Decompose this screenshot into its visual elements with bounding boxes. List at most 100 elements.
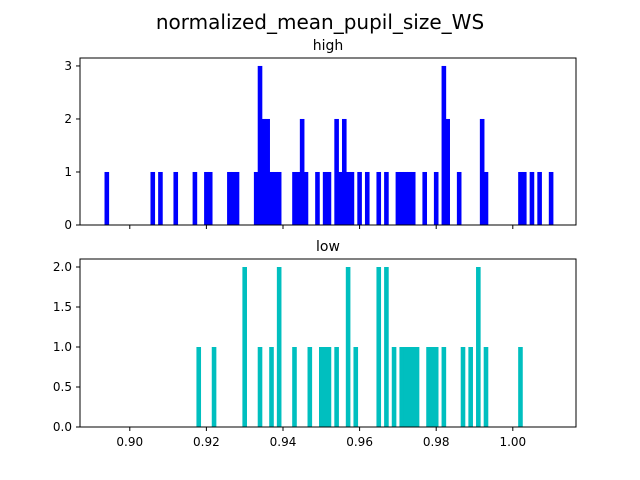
low-histogram-bar: [292, 347, 297, 427]
high-histogram-bar: [173, 171, 179, 225]
low-histogram-panel: low 0.90 0.92 0.94 0.96 0.98 1.00 0.0 0.5 1.0 1.5 2…: [53, 239, 577, 449]
low-y-tick-label: 1.5: [53, 300, 72, 314]
low-histogram-bar: [483, 347, 489, 427]
low-histogram-bar: [414, 347, 420, 427]
high-histogram-bar: [445, 118, 450, 225]
low-histogram-bar: [399, 347, 405, 427]
high-histogram-bar: [341, 118, 347, 225]
high-histogram-bar: [548, 171, 554, 225]
high-histogram-bar: [207, 171, 213, 225]
low-histogram-bar: [468, 347, 473, 427]
low-histogram-bar: [334, 347, 339, 427]
low-histogram-bar: [345, 267, 351, 427]
high-histogram-bar: [334, 118, 339, 225]
high-histogram-bar: [364, 171, 370, 225]
high-histogram-bar: [537, 171, 542, 225]
high-histogram-bar: [441, 65, 447, 225]
low-histogram-bar: [196, 347, 202, 427]
high-histogram-bar: [483, 171, 489, 225]
high-y-tick-label: 0: [64, 218, 72, 232]
high-histogram-bar: [269, 171, 274, 225]
high-histogram-bar: [303, 171, 309, 225]
low-histogram-bar: [410, 347, 416, 427]
high-histogram-bar: [518, 171, 523, 225]
high-histogram-bar: [410, 171, 416, 225]
low-histogram-bar: [326, 347, 332, 427]
high-y-tick-label: 1: [64, 165, 72, 179]
high-histogram-bar: [261, 118, 267, 225]
low-histogram-bar: [318, 347, 324, 427]
high-histogram-bar: [299, 118, 305, 225]
low-histogram-bar: [433, 347, 439, 427]
low-histogram-bar: [269, 347, 274, 427]
high-histogram-bar: [529, 171, 535, 225]
low-y-tick-label: 0.0: [53, 420, 72, 434]
high-histogram-bar: [292, 171, 297, 225]
high-histogram-bar: [338, 171, 343, 225]
low-histogram-bar: [353, 347, 359, 427]
low-histogram-bar: [518, 347, 523, 427]
high-histogram-bar: [276, 171, 282, 225]
low-histogram-bar: [441, 347, 447, 427]
high-histogram-bar: [456, 171, 462, 225]
low-x-tick-label: 0.92: [193, 435, 220, 449]
low-histogram-bar: [242, 267, 247, 427]
high-axes-frame: [79, 57, 577, 226]
high-histogram-bar: [227, 171, 232, 225]
low-x-tick-label: 0.90: [116, 435, 143, 449]
low-histogram-bar: [322, 347, 328, 427]
high-histogram-bar: [192, 171, 198, 225]
high-histogram-bar: [234, 171, 240, 225]
high-histogram-panel: high 0 1 2 3: [64, 38, 577, 232]
high-histogram-bar: [158, 171, 163, 225]
high-histogram-bar: [257, 65, 263, 225]
high-histogram-bar: [104, 171, 110, 225]
high-histogram-bar: [230, 171, 236, 225]
high-y-tick-label: 3: [64, 59, 72, 73]
high-panel-title: high: [313, 38, 344, 54]
low-histogram-bar: [460, 347, 466, 427]
low-histogram-bar: [476, 267, 481, 427]
low-y-tick-label: 2.0: [53, 260, 72, 274]
low-x-tick-label: 0.94: [270, 435, 297, 449]
low-x-tick-label: 0.96: [346, 435, 373, 449]
high-histogram-bar: [357, 171, 362, 225]
high-histogram-bar: [349, 171, 355, 225]
low-histogram-bar: [211, 347, 217, 427]
high-histogram-bar: [403, 171, 408, 225]
low-y-tick-label: 1.0: [53, 340, 72, 354]
high-y-tick-label: 2: [64, 112, 72, 126]
high-histogram-bar: [322, 171, 328, 225]
low-histogram-bar: [430, 347, 435, 427]
low-histogram-bar: [257, 347, 263, 427]
high-histogram-bar: [296, 171, 301, 225]
high-histogram-bar: [204, 171, 209, 225]
high-histogram-bar: [399, 171, 405, 225]
high-histogram-bar: [273, 171, 278, 225]
high-histogram-bar: [433, 171, 439, 225]
low-histogram-bar: [276, 267, 282, 427]
low-histogram-bar: [384, 267, 389, 427]
low-y-tick-label: 0.5: [53, 380, 72, 394]
high-histogram-bar: [521, 171, 527, 225]
high-histogram-bar: [384, 171, 389, 225]
high-histogram-bar: [150, 171, 156, 225]
low-histogram-bar: [376, 267, 382, 427]
low-histogram-bar: [407, 347, 412, 427]
low-panel-title: low: [316, 239, 340, 255]
low-histogram-bar: [403, 347, 408, 427]
high-histogram-bar: [376, 171, 382, 225]
low-histogram-bar: [307, 347, 313, 427]
high-histogram-bar: [422, 171, 428, 225]
figure-title: normalized_mean_pupil_size_WS: [156, 10, 484, 34]
high-histogram-bar: [326, 171, 332, 225]
high-histogram-bar: [345, 171, 351, 225]
high-histogram-bar: [265, 118, 270, 225]
high-histogram-bar: [315, 171, 320, 225]
low-x-tick-label: 1.00: [499, 435, 526, 449]
high-histogram-bar: [479, 118, 485, 225]
low-x-tick-label: 0.98: [423, 435, 450, 449]
low-histogram-bar: [391, 347, 397, 427]
high-histogram-bar: [407, 171, 412, 225]
